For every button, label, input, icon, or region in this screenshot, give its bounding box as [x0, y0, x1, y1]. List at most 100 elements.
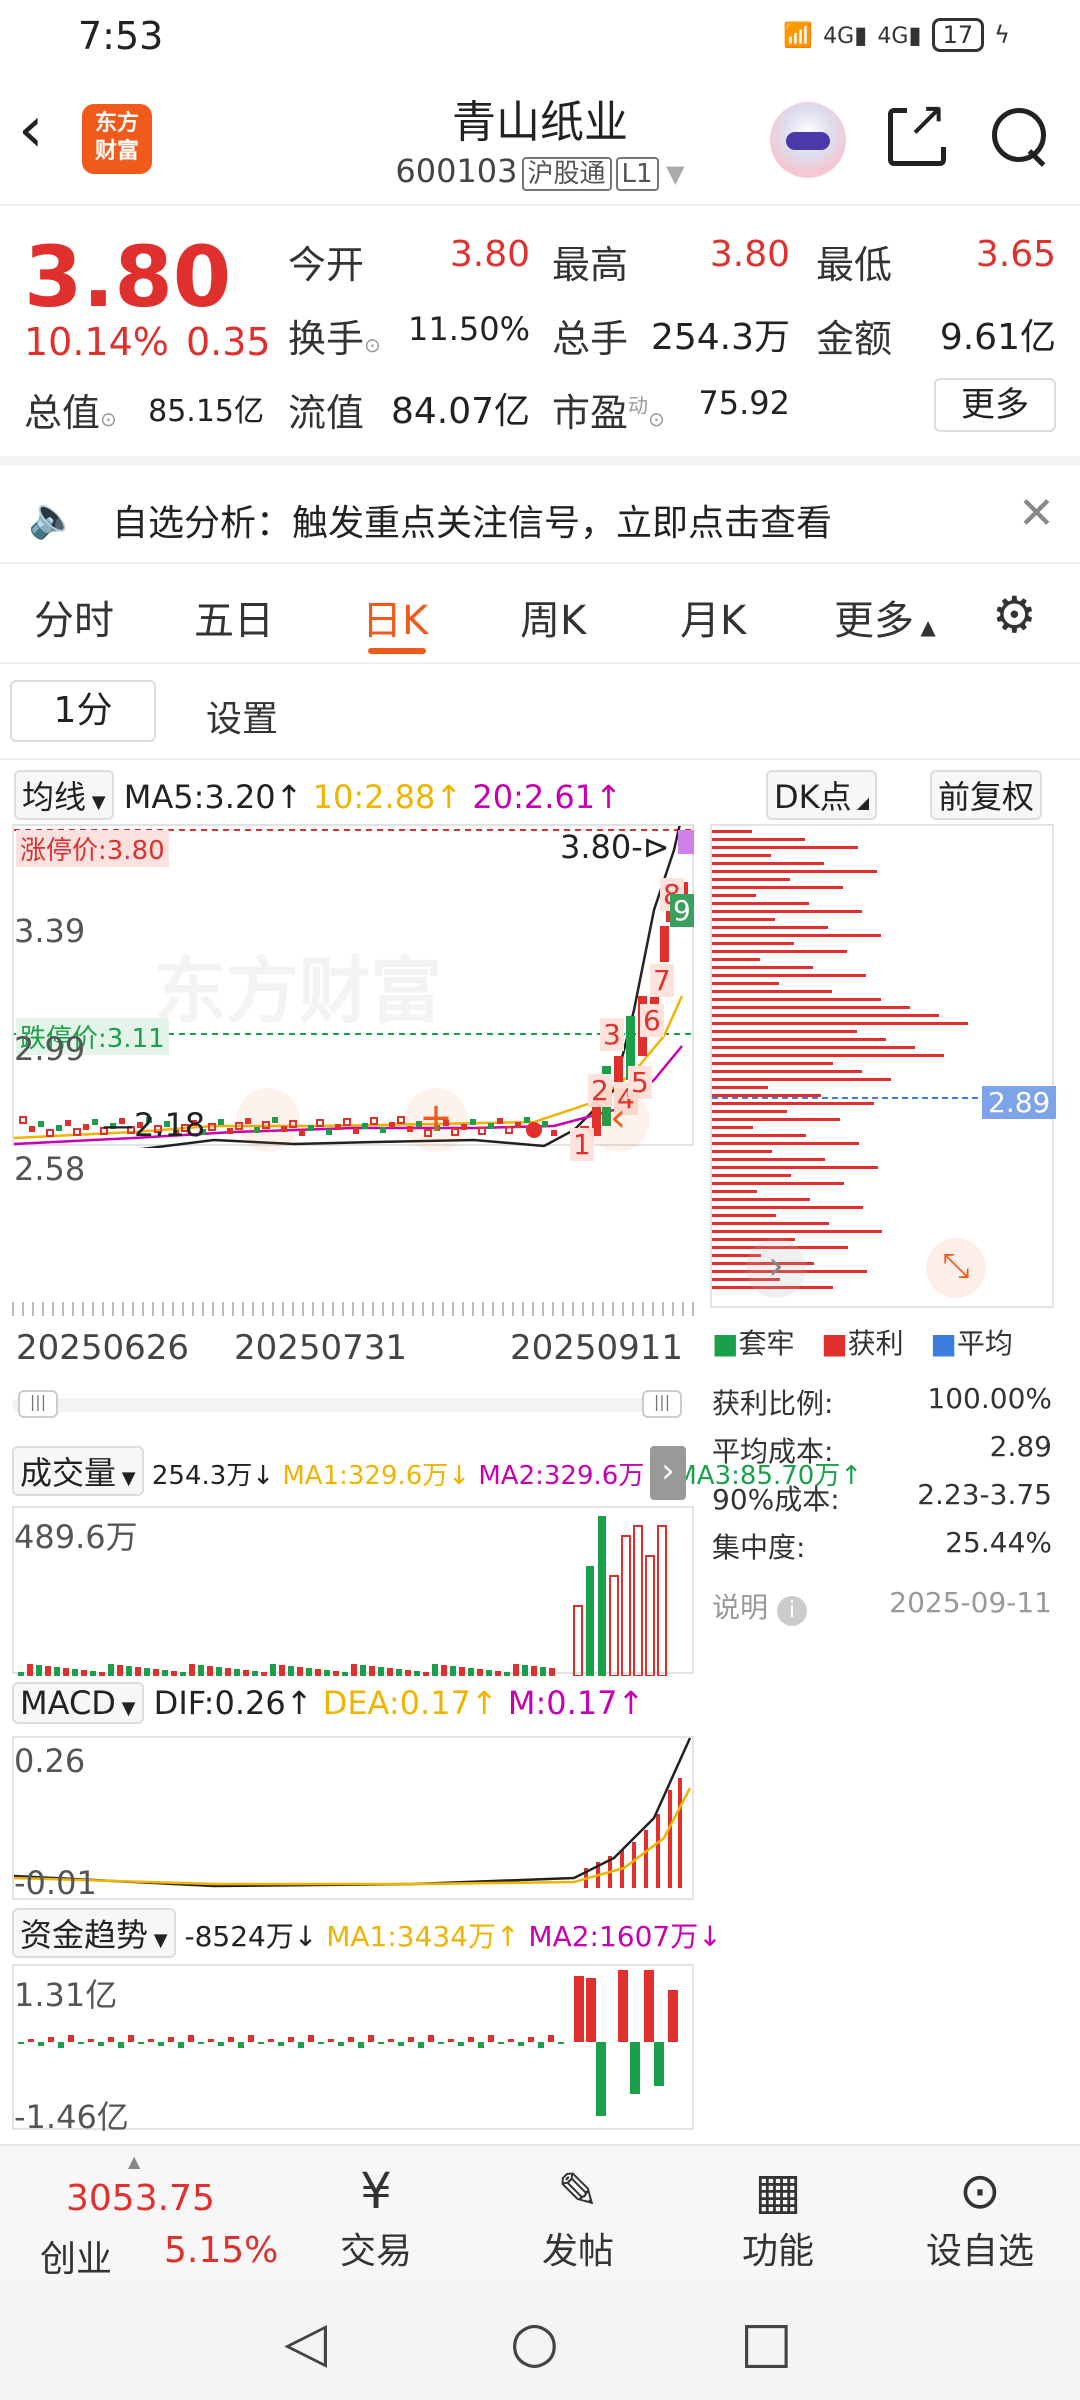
volume-selector[interactable]: 成交量 ▼: [12, 1446, 144, 1496]
tab-intraday[interactable]: 分时: [34, 598, 114, 644]
current-price: 3.80: [24, 228, 232, 326]
candle: [515, 1122, 521, 1128]
macd-bar: [656, 1814, 660, 1888]
info-icon[interactable]: ⊙: [648, 407, 665, 431]
zoom-in-icon[interactable]: +: [404, 1088, 468, 1152]
nav-functions[interactable]: ▦ 功能: [708, 2160, 848, 2274]
volume-bar: [378, 1667, 384, 1676]
fund-bar: [448, 2039, 454, 2042]
candle: [19, 1116, 27, 1124]
ai-assistant-icon[interactable]: [770, 102, 846, 178]
tab-more[interactable]: 更多 ▲: [834, 598, 936, 644]
nav-post[interactable]: ✎ 发帖: [508, 2160, 648, 2274]
fund-bar: [488, 2035, 494, 2042]
settings-link[interactable]: 设置: [206, 699, 279, 740]
speaker-icon: 🔈: [28, 495, 78, 541]
fund-bar: [178, 2042, 184, 2048]
gear-icon[interactable]: ⚙: [992, 586, 1037, 644]
volume-bar: [333, 1671, 339, 1676]
zoom-out-icon[interactable]: [236, 1088, 300, 1152]
volume-bar: [369, 1666, 375, 1676]
fund-bar: [618, 1970, 628, 2042]
macd-selector[interactable]: MACD ▼: [12, 1682, 144, 1724]
chip-scroll-icon[interactable]: ›: [746, 1238, 806, 1298]
more-button[interactable]: 更多: [934, 378, 1056, 432]
alert-banner[interactable]: 🔈 自选分析：触发重点关注信号，立即点击查看 ✕: [0, 456, 1080, 564]
volume-bar: [342, 1672, 348, 1676]
candle: [272, 1117, 278, 1123]
fund-selector[interactable]: 资金趋势 ▼: [12, 1908, 176, 1958]
info-icon[interactable]: ⊙: [364, 333, 381, 357]
volume-bar: [45, 1666, 51, 1676]
volume-bar: [531, 1666, 537, 1676]
nav-trade[interactable]: ¥ 交易: [306, 2160, 446, 2274]
ma-selector[interactable]: 均线 ▼: [14, 770, 114, 820]
adjust-selector[interactable]: 前复权: [930, 770, 1043, 820]
candle: [281, 1126, 287, 1132]
x-date-2: 20250731: [234, 1328, 408, 1368]
system-back-icon[interactable]: ◁: [284, 2310, 328, 2375]
macd-panel[interactable]: 0.26 -0.01: [12, 1736, 694, 1902]
candle: [181, 1124, 189, 1132]
chip-bar: [712, 1094, 821, 1097]
volume-bar: [621, 1535, 631, 1676]
volume-bar: [18, 1672, 24, 1676]
fund-bar: [168, 2037, 174, 2042]
signal-marker-9: 9: [670, 894, 694, 927]
candle: [461, 1124, 467, 1130]
tab-daily-k[interactable]: 日K: [362, 598, 429, 644]
candle: [110, 1123, 116, 1129]
fund-panel[interactable]: 1.31亿 -1.46亿: [12, 1964, 694, 2136]
amount-label: 金额: [816, 317, 893, 361]
candle: [451, 1128, 459, 1136]
chip-bar: [712, 1046, 915, 1049]
nav-add-watchlist[interactable]: ⊙ 设自选: [910, 2160, 1050, 2274]
caret-up-icon: ▲: [128, 2152, 141, 2171]
scroll-handle-left[interactable]: |||: [18, 1390, 58, 1418]
fund-bar: [288, 2037, 294, 2042]
info-icon[interactable]: ⊙: [100, 407, 117, 431]
scroll-left-icon[interactable]: ‹: [586, 1088, 650, 1152]
chart-scrollbar[interactable]: [12, 1398, 682, 1412]
signal-marker-7: 7: [650, 964, 674, 997]
status-bar: 7:53 📶 4G▮ 4G▮ 17 ϟ: [0, 0, 1080, 72]
float-label: 流值: [288, 391, 365, 435]
chip-note-row[interactable]: 说明 i 2025-09-11: [712, 1586, 1052, 1626]
expand-arrow-icon[interactable]: ›: [650, 1446, 686, 1500]
candle: [46, 1129, 54, 1137]
fund-ymax: 1.31亿: [14, 1976, 118, 2014]
share-icon[interactable]: [888, 91, 948, 166]
fund-bar: [558, 2042, 564, 2044]
expand-icon[interactable]: ⤡: [926, 1238, 986, 1298]
chip-bar: [712, 862, 824, 865]
alert-text[interactable]: 自选分析：触发重点关注信号，立即点击查看: [112, 503, 833, 544]
tab-weekly-k[interactable]: 周K: [520, 598, 587, 644]
volume-panel[interactable]: 489.6万: [12, 1506, 694, 1676]
tab-monthly-k[interactable]: 月K: [680, 598, 747, 644]
chip-bar: [712, 1014, 939, 1017]
fund-bar: [268, 2039, 274, 2042]
tab-five-day[interactable]: 五日: [194, 598, 274, 644]
stock-code-row[interactable]: 600103 沪股通 L1 ▼: [0, 152, 1080, 191]
chip-bar: [712, 1230, 882, 1233]
kline-panel[interactable]: 东方财富 涨停价:3.80 跌停价:3.11 3.80-⊳ 3.39 2.99 …: [12, 824, 696, 1188]
fund-bar: [438, 2042, 444, 2044]
fund-bar: [574, 1976, 584, 2042]
candle: [335, 1124, 341, 1130]
search-icon[interactable]: [990, 106, 1050, 166]
chip-bar: [712, 1134, 806, 1137]
close-icon[interactable]: ✕: [1018, 488, 1055, 539]
period-button[interactable]: 1分: [10, 680, 156, 742]
back-button[interactable]: ‹: [18, 93, 44, 167]
chip-bar: [712, 966, 813, 969]
candle: [478, 1127, 486, 1135]
scroll-handle-right[interactable]: |||: [642, 1390, 682, 1418]
chip-bar: [712, 1182, 844, 1185]
app-logo[interactable]: 东方 财富: [82, 104, 152, 174]
candle: [83, 1124, 89, 1130]
chip-distribution-panel[interactable]: 2.89 › ⤡: [710, 824, 1057, 1308]
system-recents-icon[interactable]: □: [740, 2310, 793, 2375]
candle: [100, 1127, 108, 1135]
system-home-icon[interactable]: ○: [510, 2310, 559, 2375]
dk-selector[interactable]: DK点 ◢: [766, 770, 878, 820]
